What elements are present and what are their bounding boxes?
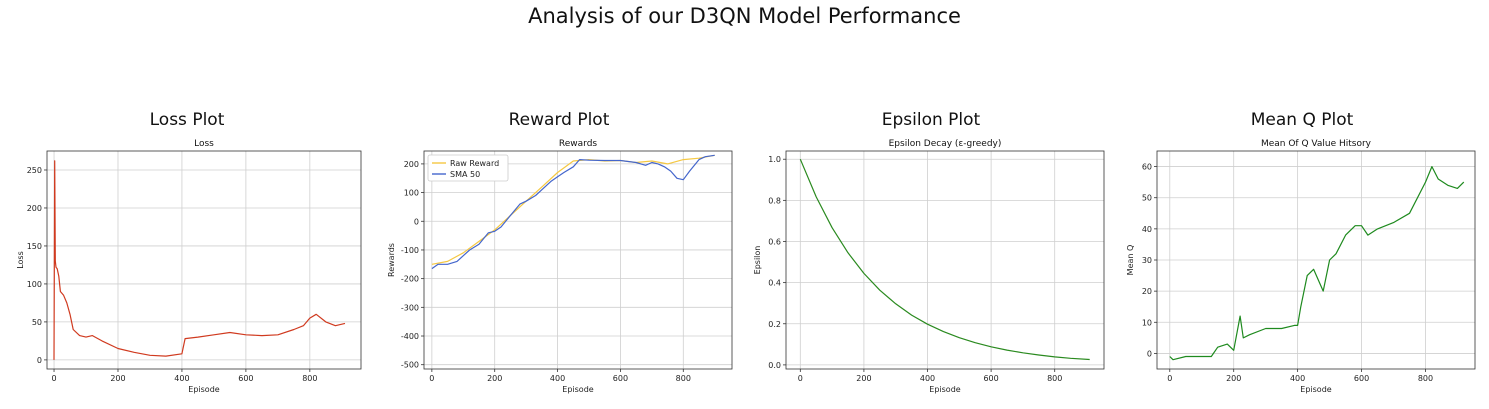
y-tick-label: 50 bbox=[1142, 194, 1152, 203]
y-tick-label: 10 bbox=[1142, 318, 1152, 327]
y-axis-label: Rewards bbox=[387, 243, 396, 277]
y-axis-label: Loss bbox=[16, 251, 25, 269]
y-tick-label: 1.0 bbox=[768, 155, 781, 164]
x-tick-label: 200 bbox=[487, 374, 502, 383]
y-tick-label: 100 bbox=[27, 280, 42, 289]
y-tick-label: 0.4 bbox=[768, 279, 781, 288]
x-tick-label: 600 bbox=[983, 374, 998, 383]
y-tick-label: 60 bbox=[1142, 163, 1152, 172]
y-tick-label: 0 bbox=[1147, 349, 1152, 358]
x-tick-label: 600 bbox=[238, 374, 253, 383]
reward-panel-heading: Reward Plot bbox=[508, 110, 610, 130]
x-tick-label: 400 bbox=[174, 374, 189, 383]
meanq-panel-heading: Mean Q Plot bbox=[1250, 110, 1354, 130]
y-tick-label: 150 bbox=[27, 242, 42, 251]
y-tick-label: 250 bbox=[27, 166, 42, 175]
series-line-raw-reward bbox=[431, 154, 715, 265]
y-tick-label: 0.8 bbox=[768, 196, 781, 205]
y-tick-label: 30 bbox=[1142, 256, 1152, 265]
x-tick-label: 0 bbox=[51, 374, 56, 383]
series-line-1 bbox=[799, 158, 1090, 361]
legend-label: SMA 50 bbox=[450, 170, 480, 179]
y-tick-label: 0.0 bbox=[768, 361, 781, 370]
plot-frame bbox=[1156, 150, 1476, 370]
y-tick-label: 0 bbox=[37, 356, 42, 365]
series-line-1 bbox=[53, 160, 346, 360]
series-line-1 bbox=[1169, 166, 1465, 361]
y-axis-label: Mean Q bbox=[1126, 245, 1135, 276]
loss-panel-heading: Loss Plot bbox=[149, 110, 225, 130]
subplot-1: 0 200 400 600 800 0 50 100 150 200 250 Loss Episode L… bbox=[16, 139, 362, 394]
y-tick-label: -100 bbox=[401, 246, 419, 255]
y-tick-label: 0.2 bbox=[768, 320, 781, 329]
x-tick-label: 400 bbox=[550, 374, 565, 383]
plot-frame bbox=[785, 150, 1105, 370]
series-line-sma-50 bbox=[431, 154, 715, 270]
legend-box bbox=[427, 154, 509, 182]
x-axis-label: Episode bbox=[188, 385, 219, 394]
subplot-3: 0 200 400 600 800 0.0 0.2 0.4 0.6 0.8 1.0 Epsilon D… bbox=[753, 139, 1105, 394]
x-tick-label: 800 bbox=[302, 374, 317, 383]
subplot-title: Mean Of Q Value Hitsory bbox=[1261, 139, 1372, 149]
subplot-title: Rewards bbox=[559, 139, 598, 149]
y-tick-label: -500 bbox=[401, 361, 419, 370]
y-tick-label: 200 bbox=[404, 160, 419, 169]
y-tick-label: 0.6 bbox=[768, 237, 781, 246]
x-axis-label: Episode bbox=[1300, 385, 1331, 394]
figure-title: Analysis of our D3QN Model Performance bbox=[528, 4, 961, 28]
x-tick-label: 0 bbox=[798, 374, 803, 383]
x-tick-label: 200 bbox=[110, 374, 125, 383]
subplot-4: 0 200 400 600 800 0 10 20 30 40 50 60 Mean Of Q Valu… bbox=[1126, 139, 1476, 394]
y-tick-label: 100 bbox=[404, 189, 419, 198]
y-axis-label: Epsilon bbox=[753, 246, 762, 275]
x-axis-label: Episode bbox=[929, 385, 960, 394]
y-tick-label: 20 bbox=[1142, 287, 1152, 296]
subplot-2: 0 200 400 600 800 -500 -400 -300 -200 -100 0 100 200… bbox=[387, 139, 733, 394]
x-tick-label: 800 bbox=[1418, 374, 1433, 383]
x-axis-label: Episode bbox=[562, 385, 593, 394]
epsilon-panel-heading: Epsilon Plot bbox=[881, 110, 981, 130]
y-tick-label: -300 bbox=[401, 303, 419, 312]
subplot-title: Epsilon Decay (ε-greedy) bbox=[889, 139, 1002, 149]
y-tick-label: 200 bbox=[27, 204, 42, 213]
x-tick-label: 800 bbox=[676, 374, 691, 383]
x-tick-label: 200 bbox=[856, 374, 871, 383]
y-tick-label: -400 bbox=[401, 332, 419, 341]
x-tick-label: 400 bbox=[920, 374, 935, 383]
x-tick-label: 200 bbox=[1226, 374, 1241, 383]
x-tick-label: 600 bbox=[1354, 374, 1369, 383]
plot-frame bbox=[423, 150, 733, 370]
y-tick-label: 0 bbox=[414, 217, 419, 226]
x-tick-label: 0 bbox=[1167, 374, 1172, 383]
x-tick-label: 800 bbox=[1047, 374, 1062, 383]
y-tick-label: 50 bbox=[32, 318, 42, 327]
x-tick-label: 0 bbox=[429, 374, 434, 383]
subplot-title: Loss bbox=[194, 139, 214, 149]
plot-frame bbox=[46, 150, 362, 370]
y-tick-label: 40 bbox=[1142, 225, 1152, 234]
x-tick-label: 600 bbox=[613, 374, 628, 383]
y-tick-label: -200 bbox=[401, 275, 419, 284]
legend-label: Raw Reward bbox=[450, 159, 499, 168]
x-tick-label: 400 bbox=[1290, 374, 1305, 383]
